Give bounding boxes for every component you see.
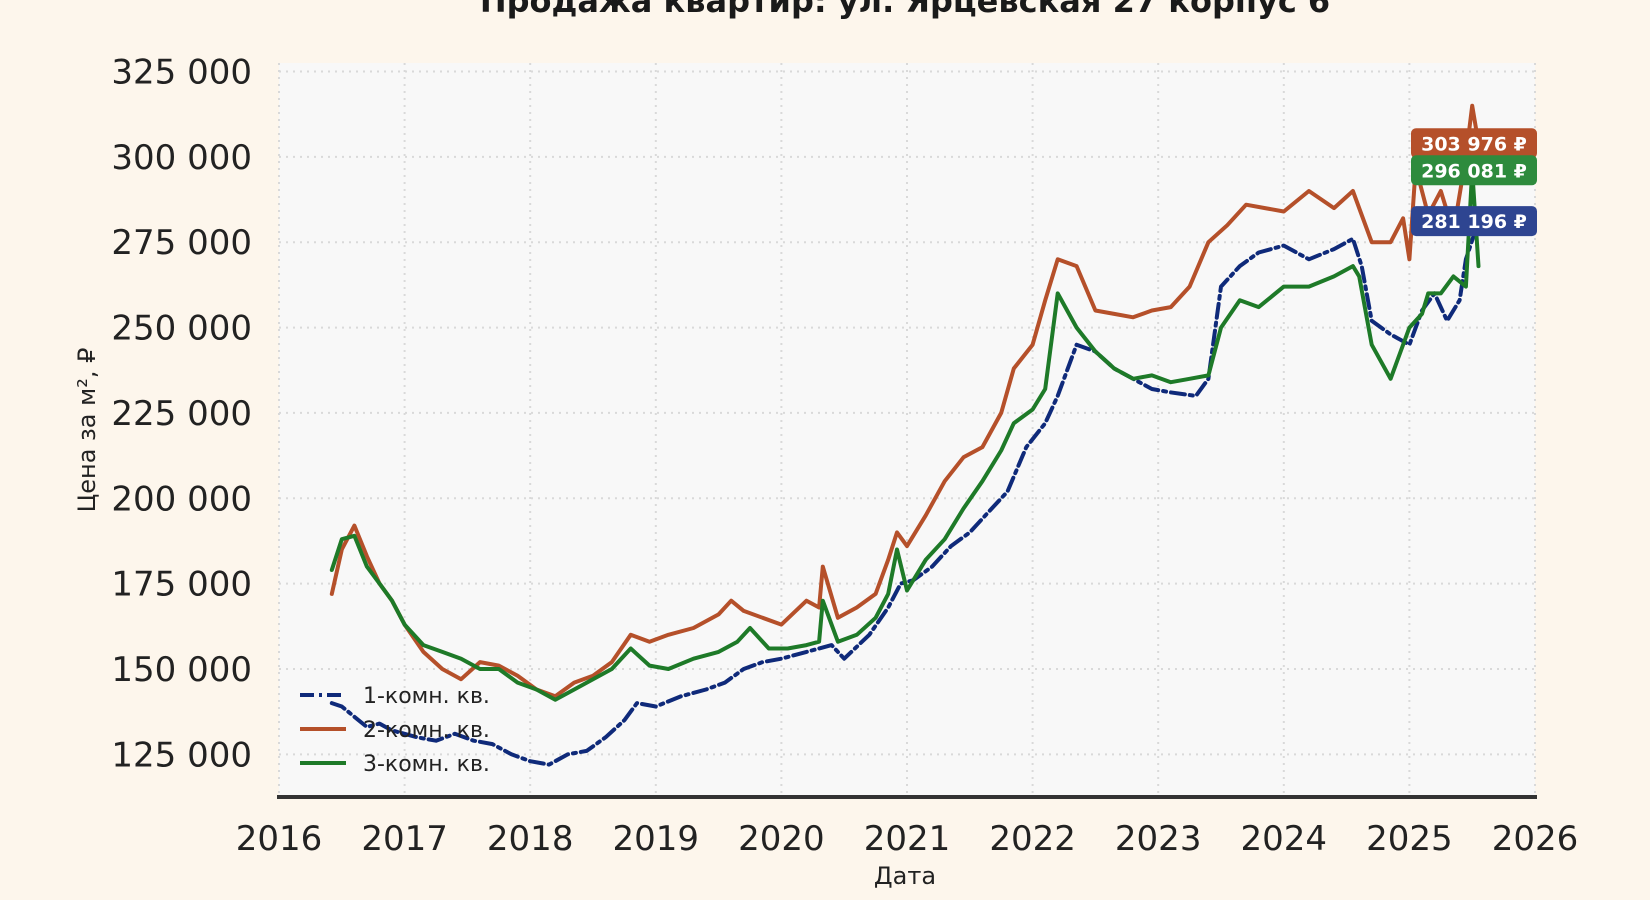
y-tick-label: 225 000	[111, 394, 252, 434]
badge-box	[1411, 206, 1537, 237]
x-tick-label: 2016	[236, 819, 323, 859]
badge-last-3-room: 296 081 ₽	[1411, 155, 1537, 186]
legend-label-1-room: 1-комн. кв.	[363, 684, 490, 709]
badge-box	[1411, 128, 1537, 159]
x-tick-label: 2019	[613, 819, 700, 859]
x-tick-label: 2022	[989, 819, 1076, 859]
x-tick-label: 2020	[738, 819, 825, 859]
last-value-badges: 281 196 ₽ 303 976 ₽ 296 081 ₽	[1411, 128, 1537, 237]
plot-area	[279, 63, 1535, 797]
x-axis-title: Дата	[874, 862, 936, 890]
y-tick-label: 300 000	[111, 138, 252, 178]
x-tick-label: 2017	[361, 819, 448, 859]
y-tick-label: 200 000	[111, 479, 252, 519]
x-tick-label: 2018	[487, 819, 574, 859]
legend-label-3-room: 3-комн. кв.	[363, 752, 490, 777]
legend: 1-комн. кв. 2-комн. кв. 3-комн. кв.	[300, 684, 490, 777]
y-tick-label: 150 000	[111, 650, 252, 690]
chart-title: Продажа квартир: ул. Ярцевская 27 корпус…	[480, 0, 1330, 20]
badge-label: 296 081 ₽	[1421, 160, 1527, 182]
series-line-2-room	[329, 103, 1481, 699]
badge-last-2-room: 303 976 ₽	[1411, 128, 1537, 159]
y-tick-label: 125 000	[111, 735, 252, 775]
y-tick-label: 175 000	[111, 565, 252, 605]
x-tick-label: 2025	[1366, 819, 1453, 859]
y-tick-label: 250 000	[111, 309, 252, 349]
badge-label: 281 196 ₽	[1421, 211, 1527, 233]
y-tick-label: 275 000	[111, 223, 252, 263]
badge-last-1-room: 281 196 ₽	[1411, 206, 1537, 237]
y-axis-title: Цена за м², ₽	[73, 348, 101, 513]
badge-label: 303 976 ₽	[1421, 133, 1527, 155]
tick-labels: 2016 2017 2018 2019 2020 2021 2022 2023 2024 2025…	[111, 53, 1578, 859]
x-tick-label: 2026	[1492, 819, 1579, 859]
y-tick-label: 325 000	[111, 53, 252, 93]
series-group	[329, 103, 1481, 767]
x-tick-label: 2023	[1115, 819, 1202, 859]
x-tick-label: 2024	[1241, 819, 1328, 859]
x-tick-label: 2021	[864, 819, 951, 859]
legend-label-2-room: 2-комн. кв.	[363, 718, 490, 743]
series-line-3-room	[329, 168, 1481, 702]
badge-box	[1411, 155, 1537, 186]
